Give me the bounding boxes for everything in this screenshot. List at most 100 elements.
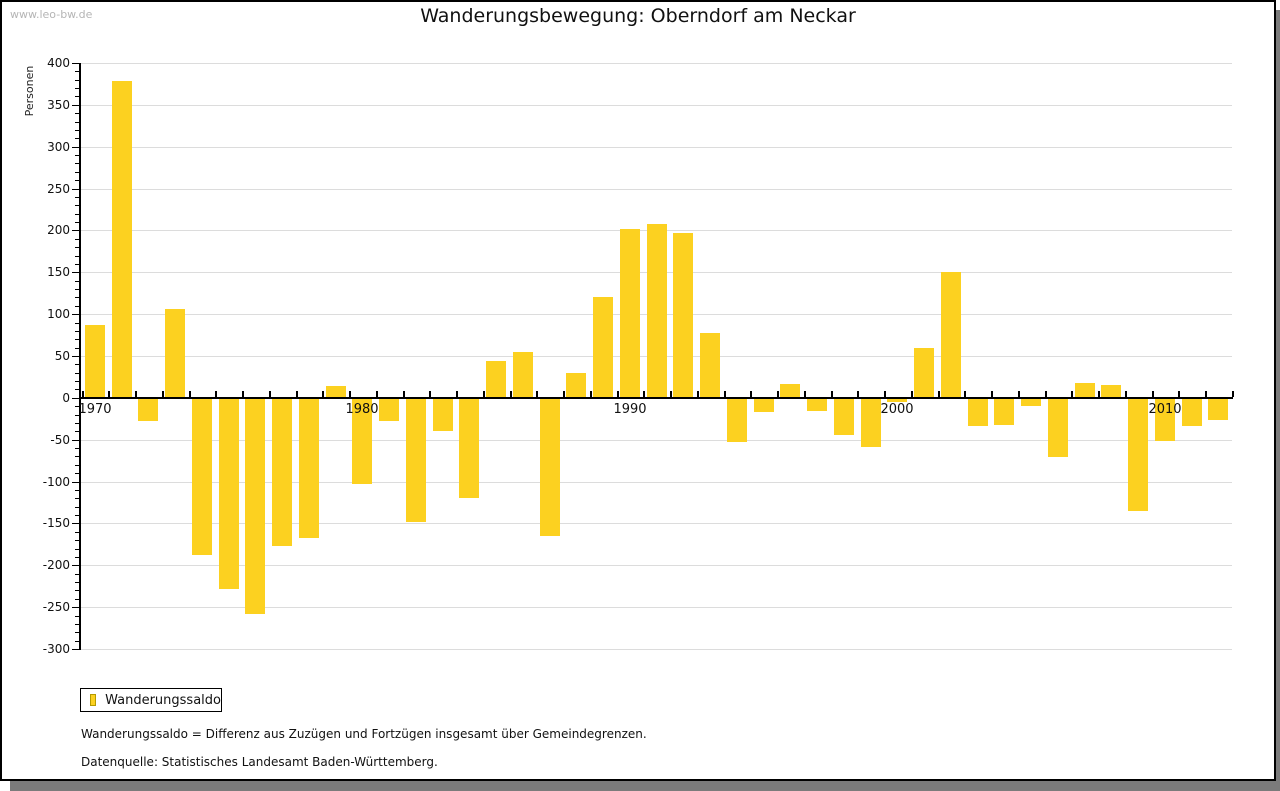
x-tick: [429, 391, 431, 397]
y-minor-tick--290: [75, 641, 79, 642]
y-minor-tick-340: [75, 113, 79, 114]
x-tick: [349, 391, 351, 397]
x-tick: [724, 391, 726, 397]
x-tick: [617, 391, 619, 397]
y-minor-tick-170: [75, 256, 79, 257]
y-minor-tick-20: [75, 381, 79, 382]
y-minor-tick-320: [75, 130, 79, 131]
x-tick: [831, 391, 833, 397]
y-tick-400: [72, 63, 79, 64]
x-tick: [1125, 391, 1127, 397]
y-tick-label--100: -100: [42, 475, 70, 489]
x-tick: [456, 391, 458, 397]
y-minor-tick--180: [75, 549, 79, 550]
y-minor-tick-120: [75, 297, 79, 298]
y-minor-tick-190: [75, 239, 79, 240]
y-minor-tick-110: [75, 306, 79, 307]
bar-1997: [807, 398, 827, 411]
bar-2011: [1182, 398, 1202, 426]
y-tick--250: [72, 607, 79, 608]
y-minor-tick-10: [75, 389, 79, 390]
y-minor-tick-140: [75, 281, 79, 282]
x-tick: [483, 391, 485, 397]
y-minor-tick--240: [75, 599, 79, 600]
bar-1984: [459, 398, 479, 498]
bar-1980: [352, 398, 372, 484]
bar-1994: [727, 398, 747, 442]
bar-1996: [780, 384, 800, 397]
bar-1974: [192, 398, 212, 555]
bar-2002: [941, 272, 961, 398]
y-tick-label-50: 50: [54, 349, 70, 363]
y-minor-tick--80: [75, 465, 79, 466]
y-tick-150: [72, 272, 79, 273]
x-tick: [1071, 391, 1073, 397]
y-minor-tick-290: [75, 155, 79, 156]
y-minor-tick-90: [75, 323, 79, 324]
x-tick: [938, 391, 940, 397]
y-tick--50: [72, 440, 79, 441]
y-minor-tick--60: [75, 448, 79, 449]
y-minor-tick--230: [75, 590, 79, 591]
legend-swatch-wanderungssaldo: [90, 694, 97, 706]
y-tick-200: [72, 230, 79, 231]
bar-1993: [700, 333, 720, 398]
y-tick-label-150: 150: [47, 265, 70, 279]
plot-area: 400 350 300 250 200 150 100 50 0 -50 -100 -150 -200 -…: [43, 56, 1234, 656]
bar-1973: [165, 309, 185, 398]
bar-1970: [85, 325, 105, 398]
x-tick: [376, 391, 378, 397]
x-tick: [536, 391, 538, 397]
y-minor-tick-40: [75, 364, 79, 365]
y-minor-tick--130: [75, 507, 79, 508]
y-minor-tick--170: [75, 540, 79, 541]
y-minor-tick-310: [75, 138, 79, 139]
bar-1990: [620, 229, 640, 398]
x-tick: [1205, 391, 1207, 397]
bar-2005: [1021, 398, 1041, 406]
bar-2010: [1155, 398, 1175, 441]
bar-2006: [1048, 398, 1068, 457]
x-tick: [991, 391, 993, 397]
bar-2004: [994, 398, 1014, 425]
bar-2012: [1208, 398, 1228, 420]
y-tick-label--300: -300: [42, 642, 70, 656]
y-tick--150: [72, 523, 79, 524]
y-minor-tick-80: [75, 331, 79, 332]
bar-1991: [647, 224, 667, 398]
y-axis-line: [79, 63, 81, 650]
y-minor-tick-390: [75, 71, 79, 72]
x-tick: [777, 391, 779, 397]
y-tick-label--200: -200: [42, 558, 70, 572]
y-minor-tick--40: [75, 431, 79, 432]
bar-1978: [299, 398, 319, 538]
x-tick: [403, 391, 405, 397]
y-tick--200: [72, 565, 79, 566]
bar-1976: [245, 398, 265, 614]
y-tick-50: [72, 356, 79, 357]
y-minor-tick--160: [75, 532, 79, 533]
x-tick: [242, 391, 244, 397]
y-minor-tick--10: [75, 406, 79, 407]
x-tick: [964, 391, 966, 397]
x-tick: [857, 391, 859, 397]
x-tick: [215, 391, 217, 397]
x-tick: [510, 391, 512, 397]
bar-2009: [1128, 398, 1148, 511]
x-tick: [322, 391, 324, 397]
y-minor-tick-210: [75, 222, 79, 223]
x-tick: [269, 391, 271, 397]
gridline-300: [80, 147, 1232, 148]
bar-2003: [968, 398, 988, 426]
x-tick: [804, 391, 806, 397]
bar-1995: [754, 398, 774, 412]
y-minor-tick-270: [75, 172, 79, 173]
bar-1988: [566, 373, 586, 398]
y-minor-tick--90: [75, 473, 79, 474]
y-minor-tick-30: [75, 373, 79, 374]
bar-1989: [593, 297, 613, 397]
y-tick-label-250: 250: [47, 182, 70, 196]
x-tick: [1098, 391, 1100, 397]
x-tick: [697, 391, 699, 397]
